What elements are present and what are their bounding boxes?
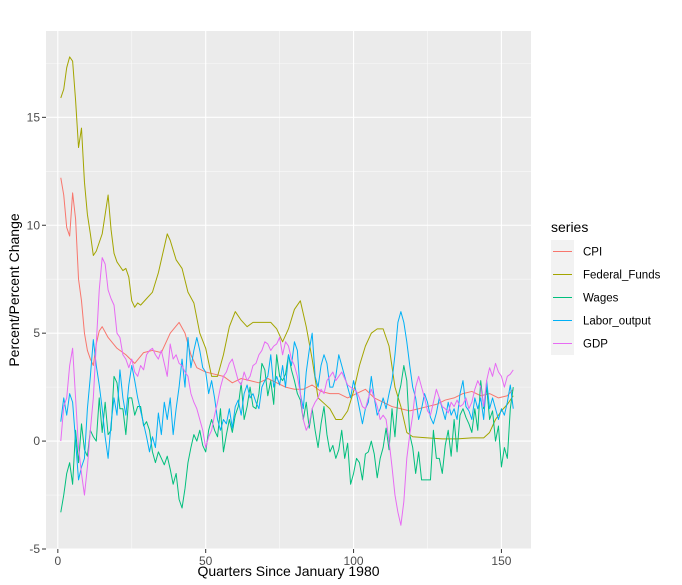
- y-tick-label: 15: [27, 110, 41, 124]
- legend-label-federal-funds: Federal_Funds: [583, 270, 661, 282]
- series-lines: [60, 56, 514, 526]
- y-axis-title: Percent/Percent Change: [6, 213, 22, 367]
- series-line-labor-output: [60, 311, 514, 481]
- y-tick-label: 10: [27, 218, 41, 232]
- plot-panel: [46, 31, 531, 549]
- y-tick-label: -5: [29, 542, 40, 556]
- axis-ticks: [42, 116, 502, 553]
- y-tick-label: 5: [33, 326, 40, 340]
- x-tick-label: 150: [491, 554, 511, 568]
- legend-label-wages: Wages: [583, 293, 619, 305]
- legend-items: CPI Federal_Funds Wages Labor_output GDP: [551, 240, 661, 355]
- legend-label-gdp: GDP: [583, 339, 608, 351]
- legend: series CPI Federal_Funds Wages Labor_output…: [551, 219, 661, 355]
- x-tick-label: 100: [344, 554, 364, 568]
- series-line-gdp: [60, 257, 514, 526]
- y-tick-label: 0: [33, 434, 40, 448]
- x-axis-title: Quarters Since January 1980: [197, 563, 379, 579]
- series-line-federal-funds: [60, 56, 514, 440]
- x-tick-label: 0: [54, 554, 61, 568]
- x-tick-label: 50: [199, 554, 213, 568]
- legend-title: series: [551, 219, 588, 235]
- grid-major-lines: [46, 31, 531, 550]
- legend-label-labor-output: Labor_output: [583, 316, 652, 328]
- legend-label-cpi: CPI: [583, 247, 602, 259]
- tick-labels: 0 50 100 150 -5 0 5 10 15: [27, 110, 512, 568]
